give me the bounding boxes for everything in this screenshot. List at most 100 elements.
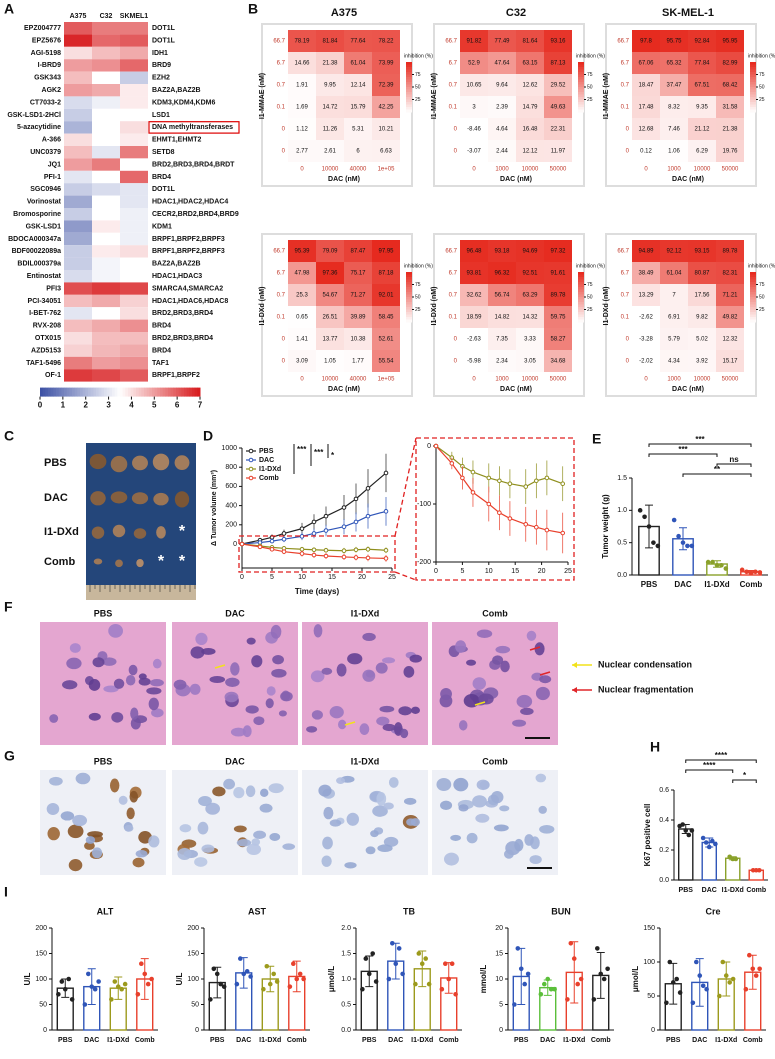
heat-cell <box>544 240 572 262</box>
data-point <box>211 966 217 972</box>
heat-cell <box>544 328 572 350</box>
panel-letter: I <box>4 884 8 900</box>
nucleus <box>148 835 160 848</box>
data-point <box>730 976 736 982</box>
cell-label: 6.29 <box>696 149 708 155</box>
x-tick-label: Comb <box>287 1037 307 1044</box>
data-point <box>234 981 240 987</box>
colorbar-step <box>406 84 412 88</box>
nucleus <box>458 804 469 812</box>
colorbar-step <box>406 107 412 110</box>
data-point <box>703 840 709 845</box>
heat-cell <box>516 328 544 350</box>
colorbar-step <box>48 387 52 397</box>
nucleus <box>242 725 252 738</box>
heat-cell <box>344 30 372 52</box>
nucleus <box>72 814 88 827</box>
cell-label: 52.9 <box>468 61 480 67</box>
colorbar-step <box>578 87 584 90</box>
y-tick-label: 0.1 <box>449 105 458 111</box>
heat-cell <box>460 328 488 350</box>
nucleus <box>282 843 296 850</box>
nucleus <box>440 800 453 811</box>
x-axis-label: DAC (nM) <box>500 386 532 393</box>
y-tick-label: 0 <box>626 337 630 343</box>
data-point <box>757 570 763 575</box>
colorbar-step <box>125 387 129 397</box>
chart-title: ALT <box>97 906 114 916</box>
y-tick-label: 0.5 <box>341 1001 351 1008</box>
colorbar-step <box>578 284 584 288</box>
heat-cell <box>516 30 544 52</box>
tumor <box>110 455 128 473</box>
nucleus <box>370 830 379 838</box>
colorbar-tick-label: 25 <box>415 97 421 103</box>
y-tick-label: 0 <box>233 541 237 548</box>
colorbar-step <box>750 87 756 90</box>
row-label: Bromosporine <box>13 211 61 218</box>
cell-label: 6.63 <box>380 149 392 155</box>
row-label: EPZ004777 <box>24 25 61 32</box>
x-tick-label: 1e+05 <box>378 377 396 383</box>
colorbar-step <box>194 387 198 397</box>
row-label: GSK-LSD1 <box>26 223 62 230</box>
colorbar-step <box>72 387 76 397</box>
heat-cell <box>64 232 92 246</box>
y-tick-label: 0.0 <box>659 877 669 884</box>
colorbar-step <box>406 62 412 65</box>
x-tick-label: 10 <box>485 568 493 575</box>
nucleus <box>410 706 420 715</box>
significance-label: ** <box>714 465 721 474</box>
heat-cell <box>632 306 660 328</box>
target-label: BRD2,BRD3,BRD4 <box>152 310 213 317</box>
heat-cell <box>660 118 688 140</box>
colorbar-step <box>750 94 756 98</box>
data-point <box>244 969 250 974</box>
nucleus <box>524 834 534 846</box>
nucleus <box>388 777 399 788</box>
heat-cell <box>92 344 120 357</box>
data-point <box>595 946 600 951</box>
colorbar-step <box>53 387 57 397</box>
y-tick-label: 6.7 <box>449 61 458 67</box>
heat-cell <box>688 118 716 140</box>
y-tick-label: 200 <box>187 925 199 932</box>
colorbar-step <box>406 89 412 93</box>
colorbar-step <box>750 89 756 93</box>
data-point <box>545 976 551 982</box>
colorbar-step <box>750 287 756 290</box>
marker <box>281 549 287 554</box>
marker <box>365 486 371 491</box>
x-tick-label: I1-DXd <box>259 1037 281 1044</box>
heat-cell <box>460 74 488 96</box>
row-label: GSK-LSD1-2HCl <box>7 112 61 119</box>
heat-cell <box>460 118 488 140</box>
nucleus <box>85 836 96 844</box>
x-tick-label: 50000 <box>550 167 567 173</box>
nucleus <box>516 694 533 708</box>
panel-letter: D <box>203 428 213 444</box>
heat-cell <box>64 220 92 233</box>
heat-cell <box>660 240 688 262</box>
zoom-connector <box>394 437 417 537</box>
heat-cell <box>544 74 572 96</box>
colorbar-step <box>406 289 412 293</box>
marker <box>507 481 513 487</box>
data-point <box>591 997 597 1002</box>
cell-label: 63.29 <box>522 293 538 299</box>
y-tick-label: 0 <box>626 149 630 155</box>
heat-cell <box>92 294 120 308</box>
colorbar-step <box>133 387 137 397</box>
colorbar-step <box>750 284 756 288</box>
cell-label: 3.05 <box>524 359 536 365</box>
chart-title: BUN <box>551 906 571 916</box>
target-label: EZH2 <box>152 75 170 82</box>
y-tick-label: 0.1 <box>449 315 458 321</box>
target-label: DOT1L <box>152 186 176 193</box>
heat-cell <box>92 319 120 332</box>
x-tick-label: I1-DXd <box>722 887 744 894</box>
colorbar-step <box>750 307 756 310</box>
colorbar-step <box>40 387 44 397</box>
tumor <box>174 455 190 470</box>
heat-cell <box>460 30 488 52</box>
